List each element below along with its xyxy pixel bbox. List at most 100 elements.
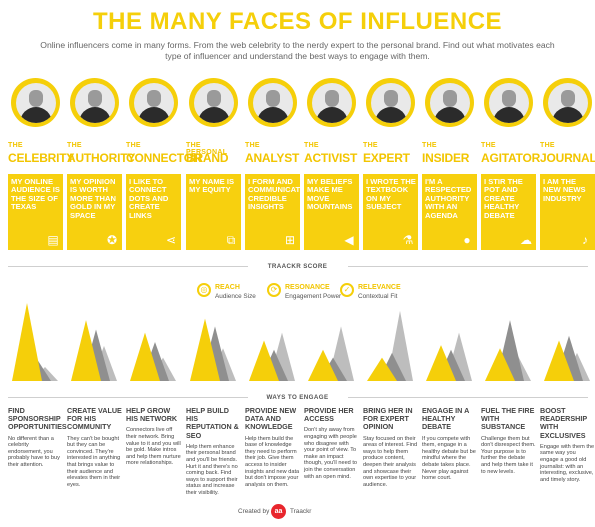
reach-peak xyxy=(190,318,220,381)
type-name: AUTHORITY xyxy=(67,151,136,165)
quote-box: I form and communicate credible insights… xyxy=(245,174,306,250)
legend-resonance-name: RESONANCE xyxy=(285,284,330,291)
type-quote: I wrote the textbook on my subject xyxy=(366,177,416,212)
engage-body: If you compete with them, engage in a he… xyxy=(422,435,476,482)
engage-body: No different than a celebrity endorsemen… xyxy=(8,435,60,468)
engage-heading: HELP BUILD HIS REPUTATION & SEO xyxy=(186,406,239,440)
engage-column: BRING HER IN FOR EXPERT OPINION Stay focu… xyxy=(363,406,418,488)
score-title: TRAACKR SCORE xyxy=(267,263,328,270)
type-quote: My opinion is worth more than gold in my… xyxy=(70,177,116,220)
medal-icon: ✪ xyxy=(106,233,118,247)
engage-column: BOOST READERSHIP WITH EXCLUSIVES Engage w… xyxy=(540,406,595,483)
type-prefix: THE xyxy=(363,142,378,149)
legend-resonance-sub: Engagement Power xyxy=(285,293,342,300)
portrait-photo xyxy=(70,78,119,127)
quote-box: My name is my equity ⧉ xyxy=(186,174,241,250)
type-quote: I am the new news industry xyxy=(543,177,586,203)
portrait-photo xyxy=(189,78,238,127)
portrait-photo xyxy=(543,78,592,127)
engage-heading: FUEL THE FIRE WITH SUBSTANCE xyxy=(481,406,535,432)
divider-left xyxy=(8,266,248,267)
type-prefix: THE xyxy=(481,142,496,149)
type-quote: My online audience is the size of Texas xyxy=(11,177,60,212)
engage-body: They can't be bought but they can be con… xyxy=(67,435,121,488)
engage-title: WAYS TO ENGAGE xyxy=(266,394,329,401)
type-name: ANALYST xyxy=(245,151,300,165)
type-name: EXPERT xyxy=(363,151,410,165)
engage-heading: PROVIDE NEW DATA AND KNOWLEDGE xyxy=(245,406,297,432)
portrait-photo xyxy=(425,78,474,127)
legend-relevance-name: RELEVANCE xyxy=(358,284,401,291)
legend-relevance-sub: Contextual Fit xyxy=(358,293,398,300)
engage-column: FIND SPONSORSHIP OPPORTUNITIES No differe… xyxy=(8,406,67,469)
reach-icon: ◎ xyxy=(197,283,211,297)
storm-cloud-icon: ☁ xyxy=(520,233,532,247)
type-prefix: THE xyxy=(304,142,319,149)
reach-peak xyxy=(485,348,515,381)
engage-heading: FIND SPONSORSHIP OPPORTUNITIES xyxy=(8,406,67,432)
engage-heading: CREATE VALUE FOR HIS COMMUNITY xyxy=(67,406,122,432)
type-quote: I like to connect dots and create links xyxy=(129,177,169,220)
portrait-photo xyxy=(366,78,415,127)
quote-box: I stir the pot and create healthy debate… xyxy=(481,174,536,250)
type-name: ACTIVIST xyxy=(304,151,358,165)
portrait-photo xyxy=(11,78,60,127)
engage-body: Help them enhance their personal brand a… xyxy=(186,443,238,496)
flask-icon: ⚗ xyxy=(402,233,414,247)
engage-body: Connectors live off their network. Bring… xyxy=(126,427,181,467)
credit-prefix: Created by xyxy=(238,508,270,515)
engage-column: PROVIDE NEW DATA AND KNOWLEDGE Help them … xyxy=(245,406,300,488)
megaphone-icon: ◀ xyxy=(344,233,354,247)
type-name: BRAND xyxy=(186,151,229,165)
keyhole-icon: ● xyxy=(463,233,471,247)
portrait-photo xyxy=(248,78,297,127)
quote-box: My online audience is the size of Texas ▤ xyxy=(8,174,63,250)
engage-heading: ENGAGE IN A HEALTHY DEBATE xyxy=(422,406,469,432)
quote-box: I am the new news industry ♪ xyxy=(540,174,595,250)
engage-column: ENGAGE IN A HEALTHY DEBATE If you compete… xyxy=(422,406,477,482)
divider-right xyxy=(348,266,588,267)
crop-icon: ⧉ xyxy=(226,233,236,247)
traackr-logo: aa xyxy=(271,504,286,519)
engage-body: Stay focused on their areas of interest.… xyxy=(363,435,418,488)
quote-box: I like to connect dots and create links ⋖ xyxy=(126,174,181,250)
quote-box: I'm a respected authority with an agenda… xyxy=(422,174,477,250)
type-quote: I'm a respected authority with an agenda xyxy=(425,177,472,220)
type-name: CONNECTOR xyxy=(126,151,202,165)
credit-name: Traackr xyxy=(290,508,312,515)
network-icon: ⋖ xyxy=(165,233,177,247)
type-quote: My name is my equity xyxy=(189,177,235,195)
engage-column: FUEL THE FIRE WITH SUBSTANCE Challenge th… xyxy=(481,406,536,475)
reach-peak xyxy=(12,303,42,381)
type-prefix: THE PERSONAL xyxy=(186,142,228,156)
engage-body: Help them build the base of knowledge th… xyxy=(245,435,300,488)
engage-heading: BOOST READERSHIP WITH EXCLUSIVES xyxy=(540,406,587,440)
microphone-icon: ♪ xyxy=(582,233,588,247)
legend-reach-sub: Audience Size xyxy=(215,293,256,300)
relevance-icon: ✓ xyxy=(340,283,354,297)
type-prefix: THE xyxy=(126,142,141,149)
reach-peak xyxy=(308,349,338,381)
page-subtitle: Online influencers come in many forms. F… xyxy=(40,40,555,61)
resonance-icon: ⟳ xyxy=(267,283,281,297)
reach-peak xyxy=(367,357,397,381)
engage-heading: HELP GROW HIS NETWORK xyxy=(126,406,178,424)
engage-column: HELP BUILD HIS REPUTATION & SEO Help them… xyxy=(186,406,241,497)
engage-body: Engage with them the same way you engage… xyxy=(540,443,595,483)
flowchart-icon: ⊞ xyxy=(284,233,296,247)
engage-body: Don't shy away from engaging with people… xyxy=(304,427,358,480)
type-prefix: THE xyxy=(67,142,82,149)
type-name: INSIDER xyxy=(422,151,470,165)
score-peaks-chart xyxy=(12,303,590,381)
portrait-photo xyxy=(484,78,533,127)
type-prefix: THE xyxy=(540,142,555,149)
engage-heading: PROVIDE HER ACCESS xyxy=(304,406,354,424)
quote-box: My opinion is worth more than gold in my… xyxy=(67,174,122,250)
type-name: CELEBRITY xyxy=(8,151,75,165)
clapperboard-icon: ▤ xyxy=(47,233,59,247)
engage-column: HELP GROW HIS NETWORK Connectors live off… xyxy=(126,406,181,467)
type-quote: I form and communicate credible insights xyxy=(248,177,306,212)
credit: Created by aa Traackr xyxy=(238,504,368,520)
type-name: AGITATOR xyxy=(481,151,541,165)
type-prefix: THE xyxy=(422,142,437,149)
